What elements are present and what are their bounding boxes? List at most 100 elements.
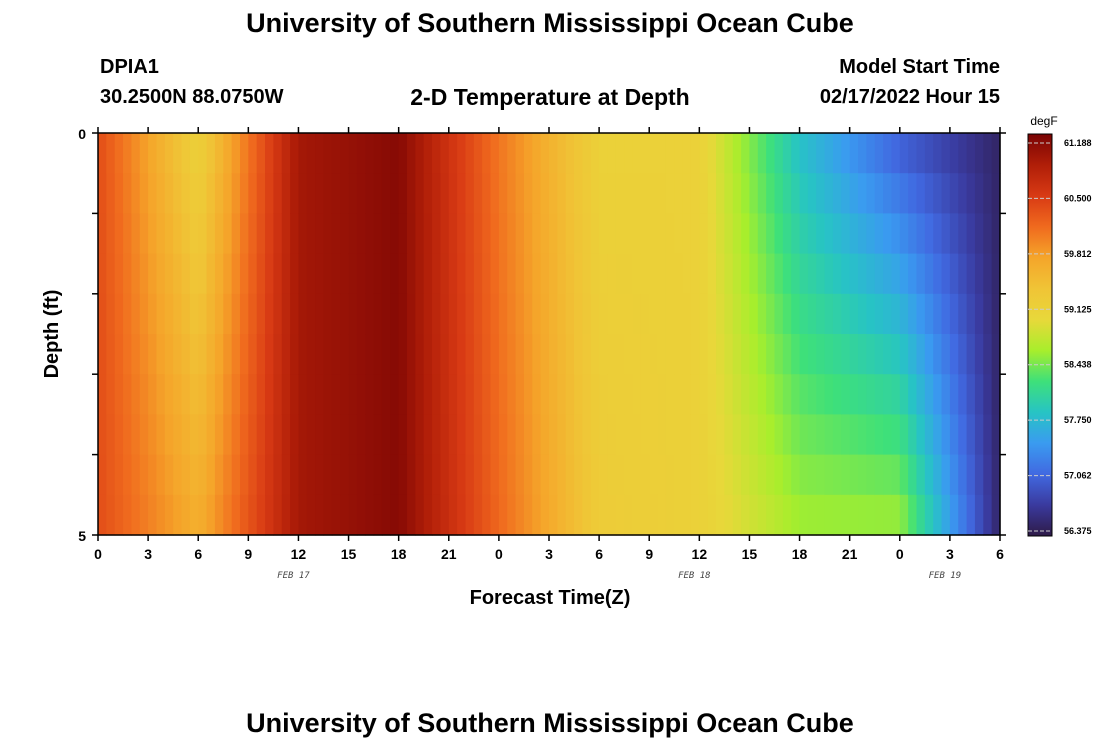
heatmap-cell — [98, 334, 107, 375]
heatmap-cell — [766, 253, 776, 295]
heatmap-cell — [549, 454, 558, 496]
heatmap-cell — [874, 334, 884, 375]
heatmap-cell — [640, 213, 650, 255]
heatmap-cell — [757, 414, 767, 456]
heatmap-cell — [298, 293, 308, 335]
heatmap-cell — [532, 454, 542, 496]
heatmap-cell — [423, 494, 433, 536]
heatmap-cell — [757, 213, 767, 255]
heatmap-cell — [858, 494, 867, 536]
heatmap-cell — [716, 414, 725, 456]
heatmap-cell — [657, 293, 667, 335]
colorbar-unit: degF — [1030, 114, 1057, 128]
heatmap-cell — [415, 334, 425, 375]
heatmap-cell — [690, 454, 700, 496]
heatmap-cell — [198, 374, 208, 415]
heatmap-cell — [164, 454, 174, 496]
heatmap-cell — [741, 414, 751, 456]
heatmap-cell — [98, 414, 107, 456]
heatmap-cell — [766, 173, 776, 214]
x-axis-title: Forecast Time(Z) — [470, 587, 631, 609]
heatmap-cell — [390, 293, 400, 335]
heatmap-cell — [974, 173, 984, 214]
heatmap-cell — [699, 334, 709, 375]
heatmap-cell — [181, 494, 191, 536]
heatmap-cell — [841, 293, 851, 335]
heatmap-cell — [164, 173, 174, 214]
heatmap-cell — [665, 494, 675, 536]
heatmap-cell — [114, 454, 124, 496]
heatmap-cell — [774, 414, 784, 456]
heatmap-cell — [632, 374, 642, 415]
heatmap-cell — [231, 253, 241, 295]
heatmap-cell — [173, 293, 183, 335]
heatmap-cell — [883, 494, 893, 536]
heatmap-cell — [465, 374, 475, 415]
heatmap-cell — [398, 173, 408, 214]
heatmap-cell — [958, 293, 968, 335]
heatmap-cell — [306, 293, 316, 335]
heatmap-cell — [248, 374, 258, 415]
heatmap-cell — [883, 293, 893, 335]
heatmap-cell — [398, 494, 408, 536]
heatmap-cell — [966, 253, 976, 295]
heatmap-cell — [457, 213, 467, 255]
heatmap-cell — [173, 133, 183, 174]
heatmap-cell — [824, 414, 834, 456]
heatmap-cell — [757, 454, 767, 496]
heatmap-cell — [632, 414, 642, 456]
heatmap-cell — [891, 414, 901, 456]
heatmap-cell — [281, 253, 291, 295]
colorbar-tick-label: 57.750 — [1064, 415, 1092, 425]
heatmap-cell — [515, 253, 525, 295]
heatmap-cell — [749, 374, 759, 415]
heatmap-cell — [507, 293, 517, 335]
heatmap-cell — [265, 374, 274, 415]
heatmap-cell — [164, 334, 174, 375]
heatmap-cell — [198, 454, 208, 496]
heatmap-cell — [273, 293, 283, 335]
heatmap-cell — [507, 253, 517, 295]
heatmap-cell — [331, 173, 341, 214]
x-tick-label: 0 — [896, 546, 904, 562]
heatmap-cell — [582, 374, 592, 415]
heatmap-cell — [498, 494, 508, 536]
heatmap-cell — [390, 133, 400, 174]
heatmap-cell — [699, 414, 709, 456]
heatmap-cell — [98, 173, 107, 214]
heatmap-cell — [164, 494, 174, 536]
heatmap-cell — [482, 334, 492, 375]
heatmap-cell — [816, 414, 826, 456]
heatmap-cell — [331, 494, 341, 536]
heatmap-cell — [281, 173, 291, 214]
heatmap-cell — [607, 374, 617, 415]
heatmap-cell — [841, 213, 851, 255]
heatmap-cell — [832, 293, 842, 335]
heatmap-cell — [306, 253, 316, 295]
heatmap-cell — [223, 293, 233, 335]
heatmap-cell — [649, 173, 659, 214]
heatmap-cell — [231, 494, 241, 536]
heatmap-cell — [607, 334, 617, 375]
heatmap-cell — [674, 334, 684, 375]
heatmap-cell — [665, 334, 675, 375]
heatmap-cell — [507, 414, 517, 456]
x-axis: 0 3 6 9 12 15 18 21 0 3 6 9 12 15 18 21 0 3 6 FEB 17 FEB 18 F… — [94, 127, 1004, 581]
x-tick-label: 18 — [391, 546, 407, 562]
heatmap-cell — [523, 334, 533, 375]
heatmap-cell — [139, 334, 149, 375]
heatmap-cell — [582, 213, 592, 255]
heatmap-cell — [766, 414, 776, 456]
heatmap-cell — [799, 293, 809, 335]
heatmap-cell — [674, 454, 684, 496]
heatmap-cell — [741, 173, 751, 214]
heatmap-cell — [231, 293, 241, 335]
heatmap-cell — [991, 213, 1001, 255]
heatmap-cell — [908, 334, 918, 375]
heatmap-cell — [858, 253, 867, 295]
heatmap-cell — [624, 213, 634, 255]
heatmap-cell — [974, 293, 984, 335]
heatmap-cell — [757, 173, 767, 214]
heatmap-cell — [590, 253, 600, 295]
heatmap-cell — [690, 374, 700, 415]
